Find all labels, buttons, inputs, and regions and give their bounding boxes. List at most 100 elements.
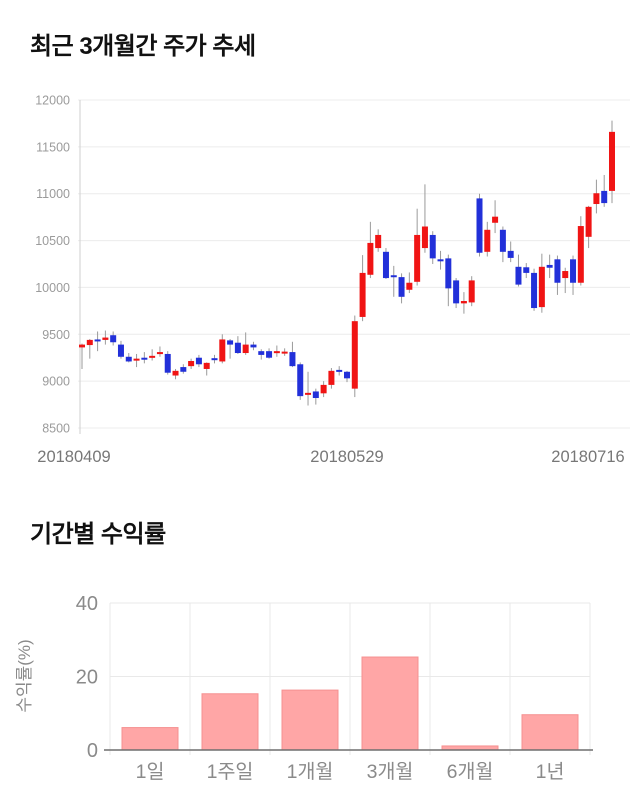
candle-body [429,234,436,259]
candle-body [305,392,312,395]
candle-body [117,344,124,357]
candle-body [546,264,553,268]
candle-body [390,275,397,278]
x-category-label: 1일 [136,761,165,783]
candle-body [289,352,296,367]
candle-body [601,190,608,204]
candle-body [110,335,117,343]
candle-body [156,352,163,355]
candle-body [336,369,343,372]
candle-body [273,351,280,354]
x-category-label: 1주일 [207,761,254,783]
candle-body [94,339,101,342]
candle-body [492,216,499,223]
y-tick-label: 11000 [36,187,70,201]
candle-body [437,259,444,262]
candle-body [406,282,413,290]
candle-body [531,272,538,309]
price-candlestick-chart: 12000 11500 11000 10500 10000 9500 9000 8500 201… [35,94,630,466]
candle-body [414,234,421,282]
candle-body [344,371,350,379]
candle-body [577,226,584,283]
candle-body [523,267,530,273]
candle-body [79,344,85,348]
x-category-label: 1개월 [287,761,334,783]
candle-body [367,242,374,275]
candle-body [180,367,187,372]
candle-body [468,280,475,303]
candle-body [382,251,389,279]
candle-body [609,131,615,191]
candle-body [250,344,257,348]
bar-1일 [121,727,179,751]
candle-body [484,229,491,252]
candle-body [445,258,452,289]
candle-body [585,206,592,237]
candle-body [375,234,382,249]
bar-1년 [521,714,579,751]
candle-body [507,250,514,258]
candle-body [398,277,405,297]
candle-body [421,226,428,249]
returns-bar-chart: 40 20 0 1일 1주일 1개월 3개월 6개월 1년 수익률(%) [15,593,593,783]
candle-body [281,351,288,354]
candle-body [297,364,304,397]
bar-3개월 [361,656,419,751]
candle-body [227,340,234,345]
y-tick-label: 12000 [35,94,70,108]
candle-body [562,271,569,279]
candle-body [453,280,460,304]
y-tick-label: 10500 [35,234,70,248]
y-tick-label: 9500 [42,328,70,342]
candle-body [164,353,171,373]
y-tick-label: 40 [76,593,98,615]
candle-body [125,356,132,362]
candle-body [219,339,226,362]
candle-body [234,342,241,354]
x-category-label: 3개월 [367,761,414,783]
candle-body [320,384,327,394]
candle-body [593,193,600,205]
y-tick-label: 0 [87,740,98,762]
candle-body [570,259,577,283]
y-tick-label: 11500 [36,140,70,154]
x-tick-label: 20180409 [37,448,110,466]
candle-body [476,198,483,253]
candle-body [211,358,218,361]
candle-body [359,272,366,317]
bar-1주일 [201,693,259,751]
x-category-label: 6개월 [447,761,494,783]
bar-1개월 [281,689,339,751]
candle-body [328,370,335,385]
y-tick-label: 8500 [42,422,70,436]
y-tick-label: 20 [76,667,98,689]
x-tick-label: 20180716 [551,448,624,466]
candle-body [149,355,156,358]
candle-body [554,259,561,283]
candle-body [203,362,210,369]
candle-body [266,351,273,358]
candle-body [242,344,249,354]
period-returns-title: 기간별 수익률 [30,521,166,548]
candle-body [141,357,148,360]
candle-body [258,351,265,355]
candle-body [538,266,545,308]
candle-body [102,337,109,340]
candle-body [351,321,358,389]
candle-body [133,358,140,361]
candle-body [172,370,179,376]
x-category-label: 1년 [536,761,565,783]
y-axis-title: 수익률(%) [15,639,34,712]
candle-body [312,391,319,399]
candle-body [86,339,93,346]
y-tick-label: 10000 [35,281,70,295]
candle-body [499,229,506,252]
candle-body [460,301,467,304]
x-tick-label: 20180529 [310,448,383,466]
candle-body [195,357,202,365]
price-trend-title: 최근 3개월간 주가 추세 [30,33,256,60]
y-tick-label: 9000 [42,375,70,389]
candle-body [188,360,195,367]
candle-body [515,266,522,285]
